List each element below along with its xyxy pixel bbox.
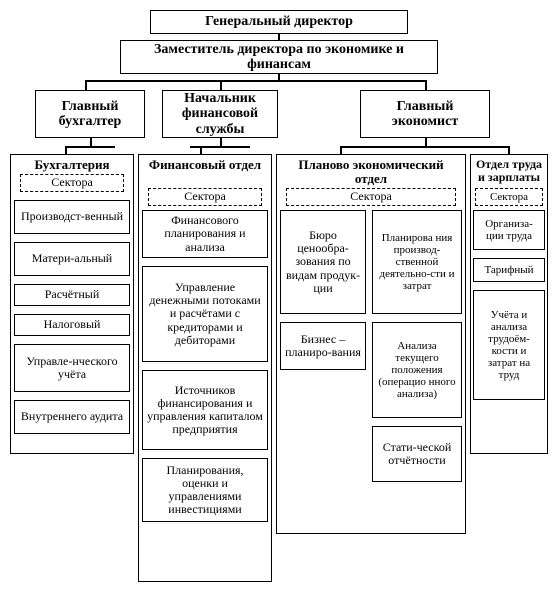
- sector-label-plan: Сектора: [286, 188, 456, 206]
- fin-sector-1: Управление денежными потоками и расчётам…: [142, 266, 268, 362]
- fin-sector-2: Источников финансирования и управления к…: [142, 370, 268, 450]
- box-chief-economist: Главный экономист: [360, 90, 490, 138]
- acc-sector-5: Внутреннего аудита: [14, 400, 130, 434]
- plan-right-2: Стати-ческой отчётности: [372, 426, 462, 482]
- labor-sector-0: Организа-ции труда: [473, 210, 545, 250]
- dept-plan-title: Планово экономический отдел: [281, 158, 461, 187]
- acc-sector-0: Производст-венный: [14, 200, 130, 234]
- dept-fin-title: Финансовый отдел: [149, 158, 261, 172]
- sector-label-fin: Сектора: [148, 188, 262, 206]
- acc-sector-3: Налоговый: [14, 314, 130, 336]
- dept-accounting-title: Бухгалтерия: [35, 158, 110, 172]
- sector-label-labor: Сектора: [475, 188, 543, 206]
- plan-right-1: Анализа текущего положения (операцио нно…: [372, 322, 462, 418]
- box-head-fin-service: Начальник финансовой службы: [162, 90, 278, 138]
- acc-sector-1: Матери-альный: [14, 242, 130, 276]
- fin-sector-0: Финансового планирования и анализа: [142, 210, 268, 258]
- acc-sector-2: Расчётный: [14, 284, 130, 306]
- dept-labor-title: Отдел труда и зарплаты: [475, 158, 543, 184]
- labor-sector-2: Учёта и анализа трудоём-кости и затрат н…: [473, 290, 545, 400]
- box-director: Генеральный директор: [150, 10, 408, 34]
- box-chief-accountant: Главный бухгалтер: [35, 90, 145, 138]
- plan-right-0: Планирова ния производ-ственной деятельн…: [372, 210, 462, 314]
- labor-sector-1: Тарифный: [473, 258, 545, 282]
- plan-left-1: Бизнес – планиро-вания: [280, 322, 366, 370]
- plan-left-0: Бюро ценообра-зования по видам продук-ци…: [280, 210, 366, 314]
- box-deputy: Заместитель директора по экономике и фин…: [120, 40, 438, 74]
- sector-label-accounting: Сектора: [20, 174, 124, 192]
- org-chart: Генеральный директор Заместитель директо…: [10, 10, 548, 582]
- acc-sector-4: Управле-нческого учёта: [14, 344, 130, 392]
- fin-sector-3: Планирования, оценки и управлениями инве…: [142, 458, 268, 522]
